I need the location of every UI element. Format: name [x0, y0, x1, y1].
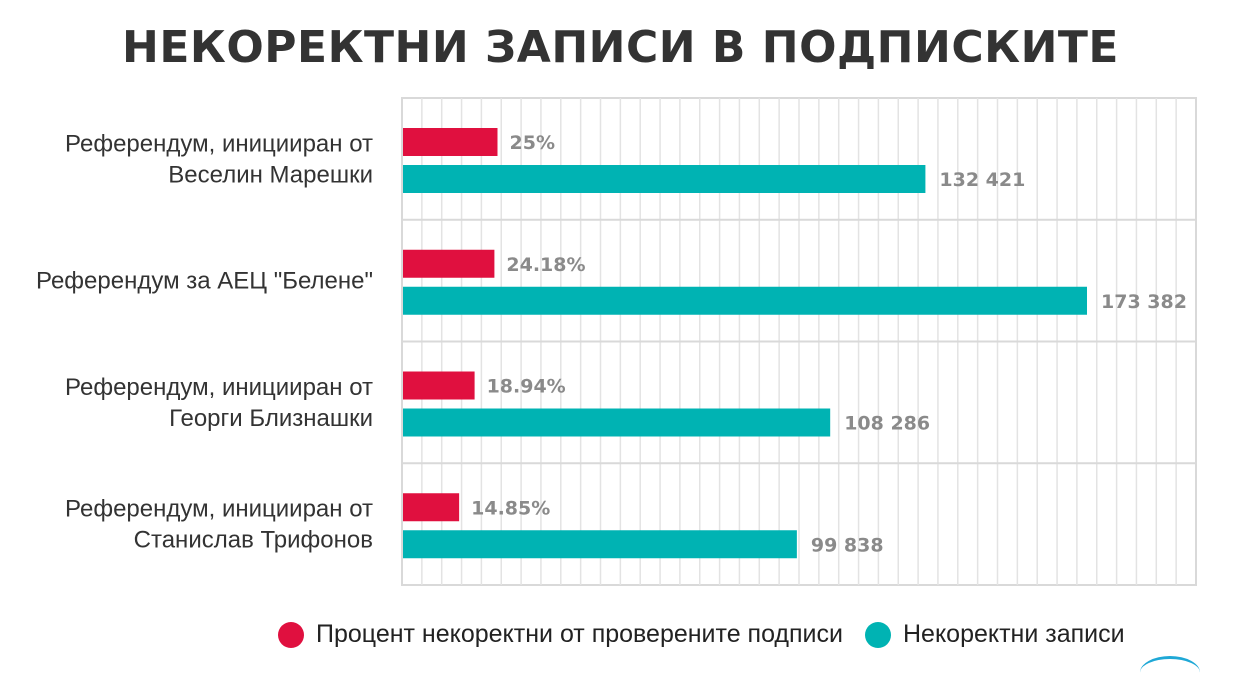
bar-percent: [403, 249, 495, 278]
bar-records: [403, 165, 926, 193]
bar-percent: [403, 493, 460, 522]
bar-percent: [403, 371, 475, 400]
category-label: Референдум, иницииран от Георги Близнашки: [65, 374, 373, 432]
legend-swatch-percent: [278, 621, 304, 648]
category-label: Референдум за АЕЦ "Белене": [36, 268, 373, 295]
logo-fragment: [1140, 656, 1200, 689]
bar-records: [403, 286, 1087, 315]
data-label-percent: 24.18%: [506, 254, 585, 276]
data-label-percent: 14.85%: [471, 497, 550, 519]
data-label-records: 132 421: [939, 169, 1025, 191]
legend-swatch-records: [865, 621, 891, 648]
category-label: Референдум, иницииран от Веселин Марешки: [65, 130, 373, 188]
bar-records: [403, 408, 831, 437]
legend-item-percent: Процент некоректни от проверените подпис…: [278, 620, 843, 649]
chart-plot: 25% 132 421 Референдум, иницииран от Весели…: [36, 97, 1197, 586]
bar-percent: [403, 128, 498, 156]
data-label-records: 108 286: [844, 413, 930, 435]
chart-title: НЕКОРЕКТНИ ЗАПИСИ В ПОДПИСКИТЕ: [122, 22, 1119, 73]
legend-label-records: Некоректни записи: [903, 620, 1125, 648]
bar-records: [403, 530, 797, 559]
data-label-records: 173 382: [1101, 291, 1187, 313]
legend-item-records: Некоректни записи: [865, 620, 1125, 649]
legend: Процент некоректни от проверените подпис…: [278, 620, 1125, 649]
category-label: Референдум, иницииран от Станислав Трифон…: [65, 496, 373, 554]
data-label-percent: 18.94%: [487, 376, 566, 398]
data-label-percent: 25%: [510, 132, 555, 154]
legend-label-percent: Процент некоректни от проверените подпис…: [316, 620, 843, 648]
data-label-records: 99 838: [811, 534, 884, 556]
